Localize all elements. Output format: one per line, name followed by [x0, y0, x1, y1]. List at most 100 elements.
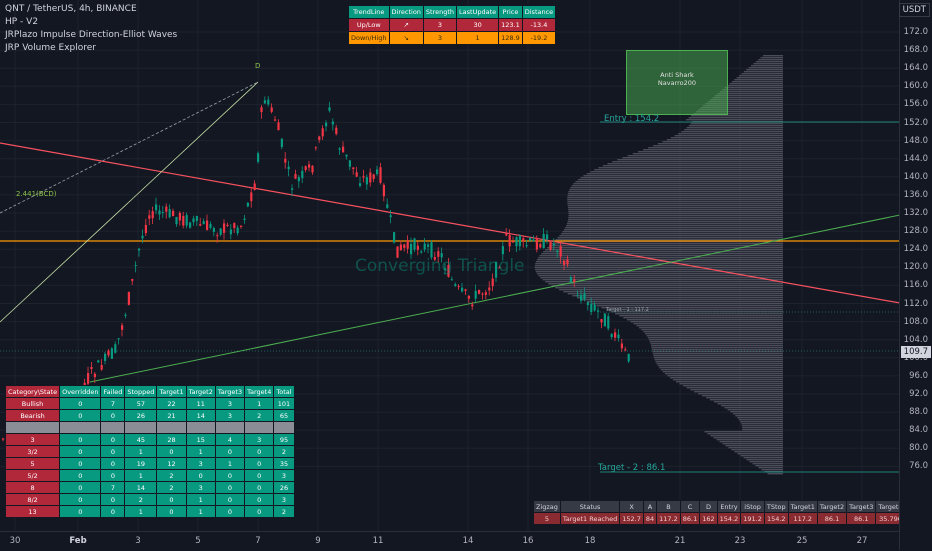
price-tick-label: 128.0 — [903, 226, 928, 237]
volume-bar — [627, 155, 783, 157]
volume-bar — [653, 145, 783, 147]
tl-cell: 123.1 — [498, 18, 523, 32]
zigzag-header: Status — [559, 500, 621, 513]
candle-body — [250, 192, 253, 202]
candle-body — [342, 146, 345, 153]
candle-body — [195, 216, 198, 221]
table-row: 8/2 0 0 2 0 1 0 0 3 — [4, 493, 295, 506]
category-cell: 0 — [100, 433, 126, 446]
candle-body — [440, 253, 443, 258]
category-cell: 57 — [124, 397, 158, 410]
volume-bar — [567, 221, 783, 223]
zigzag-header: iStop — [740, 500, 765, 513]
tl-cell: 1 — [456, 31, 500, 45]
volume-bar — [596, 305, 783, 307]
volume-bar — [543, 251, 783, 253]
category-cell: 7 — [100, 397, 126, 410]
candle-body — [182, 215, 185, 226]
volume-bar — [577, 297, 783, 299]
category-cell: 0 — [156, 505, 187, 518]
table-row: Down/High ↘ 3 1 128.9 -19.2 — [348, 31, 557, 45]
volume-bar — [573, 183, 783, 185]
indicator-hp[interactable]: HP - V2 — [5, 17, 39, 27]
currency-label[interactable]: USDT — [898, 3, 930, 17]
time-tick-label: 11 — [372, 536, 384, 546]
volume-bar — [568, 217, 783, 219]
candle-body — [274, 119, 277, 121]
category-cell: 35 — [273, 457, 295, 470]
volume-bar — [734, 79, 783, 81]
volume-bar — [737, 453, 783, 455]
category-cell: 3/2 — [4, 445, 61, 458]
volume-bar — [724, 87, 783, 89]
indicator-volume[interactable]: JRP Volume Explorer — [5, 43, 97, 53]
volume-bar — [541, 253, 783, 255]
volume-bar — [763, 55, 783, 57]
category-header: Failed — [100, 385, 126, 398]
volume-bar — [657, 143, 783, 145]
category-cell: 8/2 — [4, 493, 61, 506]
indicator-impulse[interactable]: JRPlazo Impulse Direction-Elliot Waves — [5, 30, 178, 40]
target2-label: Target - 2 : 86.1 — [598, 463, 666, 473]
candle-body — [399, 244, 402, 251]
table-row — [4, 421, 295, 434]
category-cell: 0 — [59, 505, 102, 518]
candle-body — [467, 295, 470, 299]
candle-body — [304, 166, 307, 170]
price-axis[interactable] — [899, 0, 932, 550]
table-row: 3/2 0 0 1 0 1 0 0 2 — [4, 445, 295, 458]
candle-body — [141, 235, 144, 239]
volume-profile — [534, 55, 783, 475]
category-cell: 0 — [100, 493, 126, 506]
category-cell — [59, 421, 102, 434]
time-tick-label: 14 — [462, 536, 474, 546]
volume-bar — [722, 89, 783, 91]
volume-bar — [710, 399, 783, 401]
candle-body — [138, 248, 141, 251]
category-cell: 0 — [59, 493, 102, 506]
candle-body — [127, 292, 130, 305]
category-cell: 0 — [244, 481, 275, 494]
candle-body — [491, 278, 494, 287]
candle-body — [372, 174, 375, 179]
category-cell: 26 — [273, 481, 295, 494]
volume-bar — [737, 417, 783, 419]
volume-bar — [534, 267, 783, 269]
volume-bar — [637, 151, 783, 153]
ratio-label: 2.441(BCD) — [16, 190, 57, 198]
zigzag-cell: 154.2 — [763, 512, 789, 525]
target1-label: Target - 1 : 117.2 — [606, 307, 649, 313]
table-row: Bullish 0 7 57 22 11 3 1 101 — [4, 397, 295, 410]
volume-bar — [670, 137, 783, 139]
symbol-title[interactable]: QNT / TetherUS, 4h, BINANCE — [5, 4, 137, 14]
time-axis[interactable]: 30 Feb 3 5 7 9 11 14 16 18 21 23 25 27 — [0, 531, 900, 551]
time-tick-label: 18 — [584, 536, 596, 546]
volume-bar — [740, 455, 783, 457]
category-cell: 5/2 — [4, 469, 61, 482]
candle-body — [348, 160, 351, 167]
volume-bar — [684, 129, 783, 131]
volume-bar — [758, 467, 783, 469]
volume-bar — [567, 207, 783, 209]
candle-body — [345, 154, 348, 157]
category-cell: Bearish — [4, 409, 61, 422]
category-cell: 95 — [273, 433, 295, 446]
candle-body — [240, 225, 243, 227]
candle-body — [223, 223, 226, 233]
volume-bar — [590, 171, 783, 173]
volume-bar — [702, 395, 783, 397]
volume-bar — [733, 413, 783, 415]
price-tick-label: 112.0 — [903, 298, 928, 309]
category-cell: 0 — [214, 505, 246, 518]
category-state-table: Category\State Overridden Failed Stopped Tar… — [4, 385, 295, 518]
candle-body — [484, 292, 487, 295]
volume-bar — [586, 173, 783, 175]
volume-bar — [679, 383, 783, 385]
category-cell: 3 — [185, 457, 216, 470]
harmonic-dashed-leg — [0, 81, 259, 214]
candle-body — [178, 212, 181, 221]
candle-body — [284, 158, 287, 163]
category-header: Overridden — [59, 385, 102, 398]
category-cell — [185, 421, 216, 434]
